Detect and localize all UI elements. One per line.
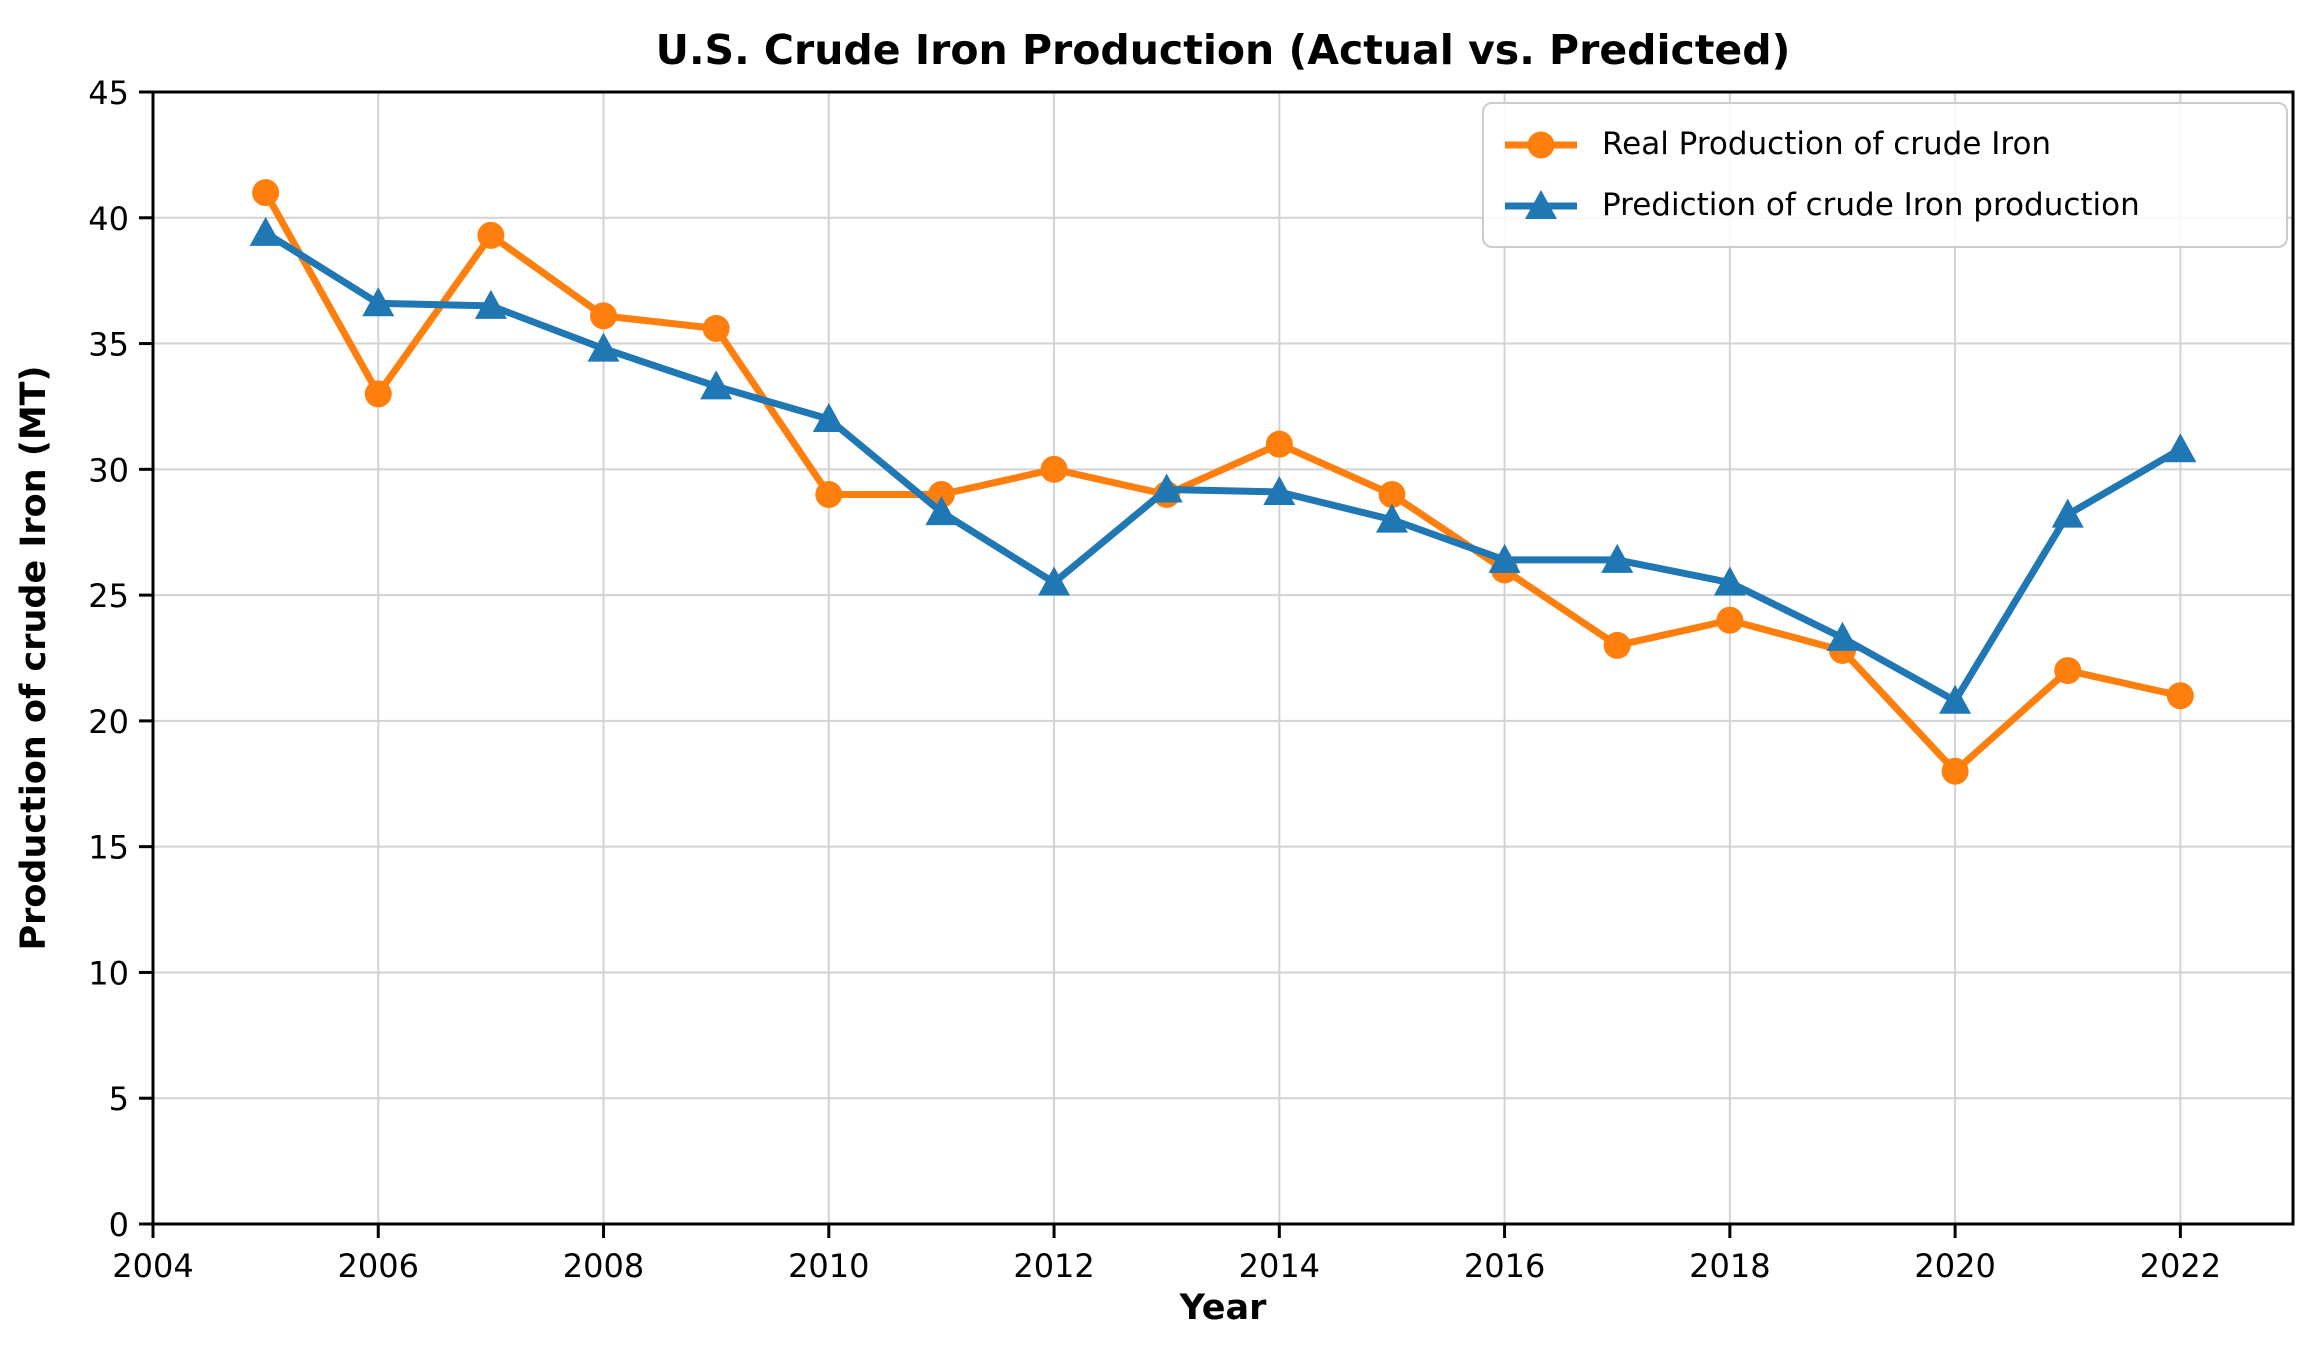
real-production-marker-2012 [1040,455,1068,483]
legend-item-prediction: Prediction of crude Iron production [1502,188,2268,224]
y-tick-label: 15 [88,829,129,867]
y-tick-label: 20 [88,703,129,741]
legend-item-real: Real Production of crude Iron [1502,127,2268,163]
x-tick-label: 2008 [563,1247,644,1285]
axes-spines [151,90,2295,1226]
x-tick-label: 2020 [1914,1247,1995,1285]
real-production-marker-2005 [252,179,280,207]
real-production-marker-2021 [2054,657,2082,685]
prediction-marker-2017 [1601,543,1634,573]
real-production-marker-2022 [2166,682,2194,710]
prediction-marker-2018 [1713,566,1746,596]
real-production-marker-2007 [477,221,505,249]
tick-marks [139,90,2182,1238]
y-tick-label: 30 [88,451,129,489]
prediction-line [262,229,2184,705]
prediction-marker-2010 [812,403,845,433]
x-tick-label: 2006 [338,1247,419,1285]
real-production-marker-2017 [1603,631,1631,659]
prediction-marker-2015 [1375,503,1408,533]
x-tick-label: 2004 [112,1247,193,1285]
y-tick-label: 40 [88,200,129,238]
y-tick-label: 35 [88,326,129,364]
y-tick-label: 45 [88,74,129,112]
prediction-marker-2020 [1939,684,1972,714]
circle-marker-icon [1505,131,1577,158]
prediction-marker-2021 [2051,498,2084,528]
prediction-marker-2013 [1150,473,1183,503]
prediction-marker-2016 [1488,543,1521,573]
y-tick-label: 25 [88,577,129,615]
prediction-series [249,216,2197,714]
real-production-marker-2011 [927,480,955,508]
real-production-series [252,179,2194,785]
prediction-marker-2012 [1038,566,1071,596]
prediction-marker-2019 [1826,621,1859,651]
y-axis-label: Production of crude Iron (MT) [14,365,54,951]
real-production-marker-2020 [1941,757,1969,785]
prediction-marker-2007 [474,289,507,319]
legend: Real Production of crude Iron Prediction … [1482,102,2288,248]
real-production-marker-2010 [815,480,843,508]
x-axis-label: Year [1179,1288,1267,1328]
real-production-marker-2015 [1378,480,1406,508]
real-production-marker-2018 [1716,606,1744,634]
x-tick-label: 2016 [1464,1247,1545,1285]
x-tick-label: 2018 [1689,1247,1770,1285]
prediction-marker-2009 [700,370,733,400]
legend-label: Prediction of crude Iron production [1602,187,2140,223]
prediction-marker-2006 [362,287,395,317]
prediction-marker-2008 [587,332,620,362]
x-tick-label: 2014 [1239,1247,1320,1285]
y-tick-label: 0 [109,1206,129,1244]
chart-title: U.S. Crude Iron Production (Actual vs. P… [655,26,1791,74]
prediction-marker-2005 [249,216,282,246]
legend-sample-marker [1525,189,1557,219]
prediction-marker-2022 [2164,433,2197,463]
real-production-marker-2014 [1265,430,1293,458]
x-tick-label: 2010 [788,1247,869,1285]
x-tick-label: 2022 [2140,1247,2221,1285]
real-production-marker-2009 [702,314,730,342]
legend-label: Real Production of crude Iron [1602,126,2052,162]
y-tick-label: 5 [109,1080,129,1118]
prediction-marker-2014 [1263,475,1296,505]
y-tick-label: 10 [88,954,129,992]
legend-sample-marker [1527,131,1555,158]
prediction-marker-2011 [925,496,958,526]
triangle-marker-icon [1505,189,1577,219]
real-production-line [262,189,2184,775]
real-production-marker-2006 [364,380,392,408]
real-production-marker-2008 [590,302,618,330]
x-tick-label: 2012 [1013,1247,1094,1285]
tick-labels: 2004 2006 2008 2010 2012 2014 2016 2018 2020 2022… [88,74,2221,1285]
